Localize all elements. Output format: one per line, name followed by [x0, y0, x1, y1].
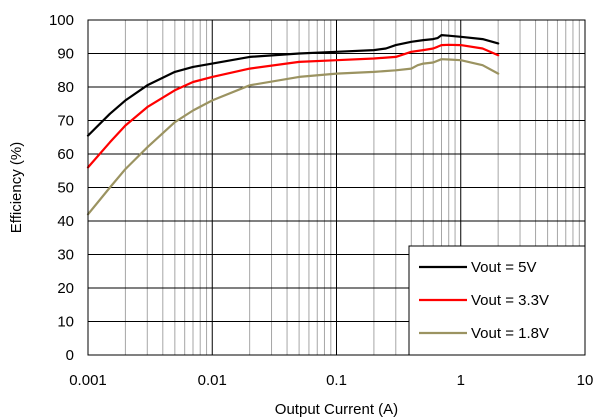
plot-area: [87, 19, 586, 356]
y-tick-label: 40: [57, 213, 74, 230]
y-tick-label: 20: [57, 280, 74, 297]
x-tick-labels: 0.001 0.01 0.1 1 10: [69, 372, 593, 389]
x-tick-label: 1: [457, 372, 465, 389]
legend: Vout = 5V Vout = 3.3V Vout = 1.8V: [408, 245, 586, 356]
x-tick-label: 0.1: [326, 372, 347, 389]
y-tick-label: 30: [57, 247, 74, 264]
y-tick-label: 10: [57, 314, 74, 331]
y-tick-label: 60: [57, 146, 74, 163]
legend-label: Vout = 1.8V: [471, 325, 549, 342]
x-tick-label: 10: [577, 372, 594, 389]
y-tick-label: 80: [57, 79, 74, 96]
y-tick-label: 100: [49, 12, 74, 29]
series-line: [86, 43, 500, 169]
legend-label: Vout = 3.3V: [471, 292, 549, 309]
y-tick-label: 90: [57, 46, 74, 63]
y-tick-labels: 0 10 20 30 40 50 60 70 80 90 100: [49, 12, 74, 364]
x-axis-title: Output Current (A): [275, 401, 398, 418]
series-line: [86, 33, 500, 137]
y-tick-label: 50: [57, 180, 74, 197]
series-line: [86, 58, 500, 216]
x-tick-label: 0.01: [198, 372, 227, 389]
legend-label: Vout = 5V: [471, 259, 536, 276]
x-tick-label: 0.001: [69, 372, 107, 389]
data-series: [86, 33, 500, 216]
y-tick-label: 0: [66, 347, 74, 364]
y-axis-title: Efficiency (%): [8, 142, 25, 233]
y-tick-label: 70: [57, 113, 74, 130]
